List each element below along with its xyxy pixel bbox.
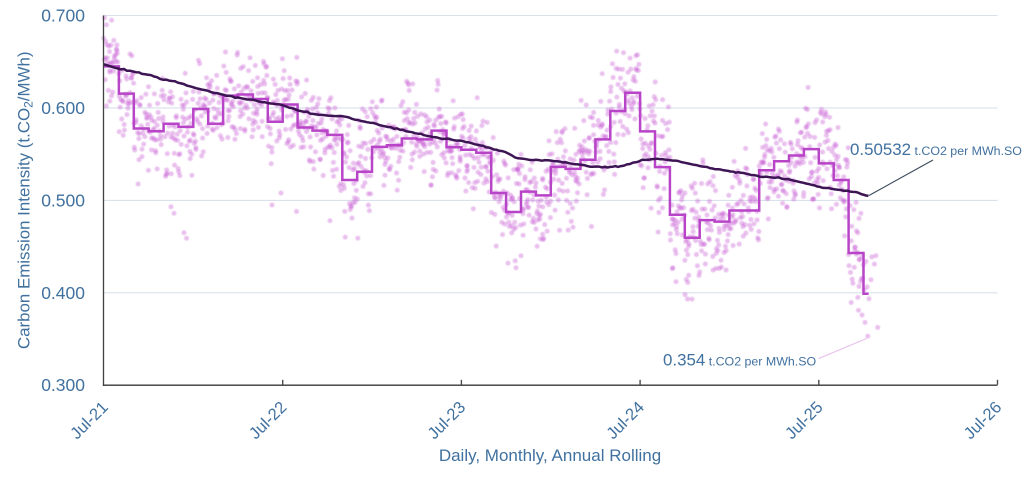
svg-text:0.700: 0.700 xyxy=(41,6,85,26)
svg-text:Daily, Monthly, Annual Rolling: Daily, Monthly, Annual Rolling xyxy=(439,446,661,465)
svg-text:0.600: 0.600 xyxy=(41,98,85,118)
svg-text:0.354 t.CO2 per MWh.SO: 0.354 t.CO2 per MWh.SO xyxy=(663,350,816,369)
svg-text:0.500: 0.500 xyxy=(41,190,85,210)
svg-text:0.300: 0.300 xyxy=(41,375,85,395)
svg-text:0.400: 0.400 xyxy=(41,283,85,303)
svg-text:Carbon Emission Intensity (t.C: Carbon Emission Intensity (t.CO2/MWh) xyxy=(15,51,36,349)
svg-text:0.50532 t.CO2 per MWh.SO: 0.50532 t.CO2 per MWh.SO xyxy=(850,140,1022,159)
